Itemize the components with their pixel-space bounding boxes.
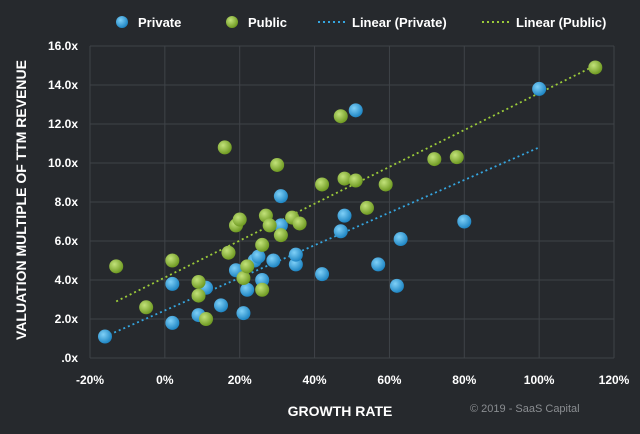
y-tick-label: 14.0x xyxy=(48,78,78,92)
x-tick-label: 20% xyxy=(228,373,252,387)
private-point xyxy=(389,278,404,293)
public-point xyxy=(191,288,206,303)
y-tick-label: 8.0x xyxy=(55,195,79,209)
private-point xyxy=(255,273,270,287)
y-tick-label: 4.0x xyxy=(55,273,79,287)
public-point xyxy=(109,259,124,274)
private-point xyxy=(165,315,180,330)
y-tick-label: 16.0x xyxy=(48,39,78,53)
public-point xyxy=(378,177,393,192)
x-tick-label: 0% xyxy=(156,373,174,387)
public-point xyxy=(333,109,348,124)
public-point xyxy=(270,157,285,172)
private-point xyxy=(273,189,288,204)
x-tick-label: 100% xyxy=(524,373,555,387)
private-point xyxy=(214,298,228,313)
public-point xyxy=(199,312,214,326)
public-point xyxy=(236,271,251,286)
public-point xyxy=(240,259,255,274)
private-point xyxy=(348,103,363,118)
public-point xyxy=(449,150,464,165)
public-point xyxy=(217,140,232,155)
public-point xyxy=(348,173,363,188)
public-point xyxy=(255,237,270,252)
y-tick-label: 12.0x xyxy=(48,117,78,131)
public-point xyxy=(232,212,247,227)
public-point xyxy=(262,218,277,233)
private-point xyxy=(288,257,303,272)
private-point xyxy=(457,214,472,229)
y-tick-label: 10.0x xyxy=(48,156,78,170)
credit-text: © 2019 - SaaS Capital xyxy=(470,403,580,415)
y-tick-label: 6.0x xyxy=(55,234,79,248)
legend-label-private: Private xyxy=(138,15,181,30)
legend-marker-private xyxy=(116,16,128,28)
gridlines xyxy=(89,45,615,359)
private-point xyxy=(371,257,386,272)
legend-label-linear-private: Linear (Private) xyxy=(352,15,447,30)
private-point xyxy=(393,232,408,247)
private-point xyxy=(532,81,547,96)
private-point xyxy=(165,276,180,291)
public-point xyxy=(427,152,442,167)
legend-marker-public xyxy=(226,16,238,28)
public-point xyxy=(255,282,270,297)
public-point xyxy=(221,245,236,260)
x-axis-ticks: -20% 0% 20% 40% 60% 80% 100% 120% xyxy=(76,373,630,387)
x-tick-label: 60% xyxy=(377,373,401,387)
private-point xyxy=(337,208,352,223)
private-point xyxy=(288,247,303,262)
x-tick-label: 120% xyxy=(599,373,630,387)
y-tick-label: 2.0x xyxy=(55,312,79,326)
public-point xyxy=(139,300,154,315)
private-point xyxy=(236,306,251,321)
public-point xyxy=(359,200,374,215)
y-tick-label: .0x xyxy=(61,351,78,365)
data-points xyxy=(97,60,603,344)
x-tick-label: -20% xyxy=(76,373,104,387)
y-axis-title: VALUATION MULTIPLE OF TTM REVENUE xyxy=(13,60,29,340)
x-tick-label: 80% xyxy=(452,373,476,387)
private-point xyxy=(240,282,255,297)
x-axis-title: GROWTH RATE xyxy=(288,403,393,419)
private-point xyxy=(333,224,348,239)
public-point xyxy=(191,274,206,289)
private-point xyxy=(315,267,330,282)
private-point xyxy=(97,329,112,344)
legend-label-linear-public: Linear (Public) xyxy=(516,15,606,30)
private-point xyxy=(251,249,266,264)
trendlines xyxy=(104,64,596,338)
public-point xyxy=(315,177,330,192)
public-point xyxy=(165,253,180,268)
trendline-linear-public xyxy=(115,64,596,303)
y-axis-ticks: .0x 2.0x 4.0x 6.0x 8.0x 10.0x 12.0x 14.0x 16.0x xyxy=(48,39,78,365)
trendline-linear-private xyxy=(104,146,540,338)
x-tick-label: 40% xyxy=(303,373,327,387)
legend: Private Public Linear (Private) Linear (Pub… xyxy=(116,15,606,30)
private-point xyxy=(266,253,281,268)
private-point xyxy=(273,218,288,233)
legend-label-public: Public xyxy=(248,15,287,30)
public-point xyxy=(588,60,603,75)
public-point xyxy=(292,216,307,231)
public-point xyxy=(337,171,352,186)
public-point xyxy=(273,228,288,243)
